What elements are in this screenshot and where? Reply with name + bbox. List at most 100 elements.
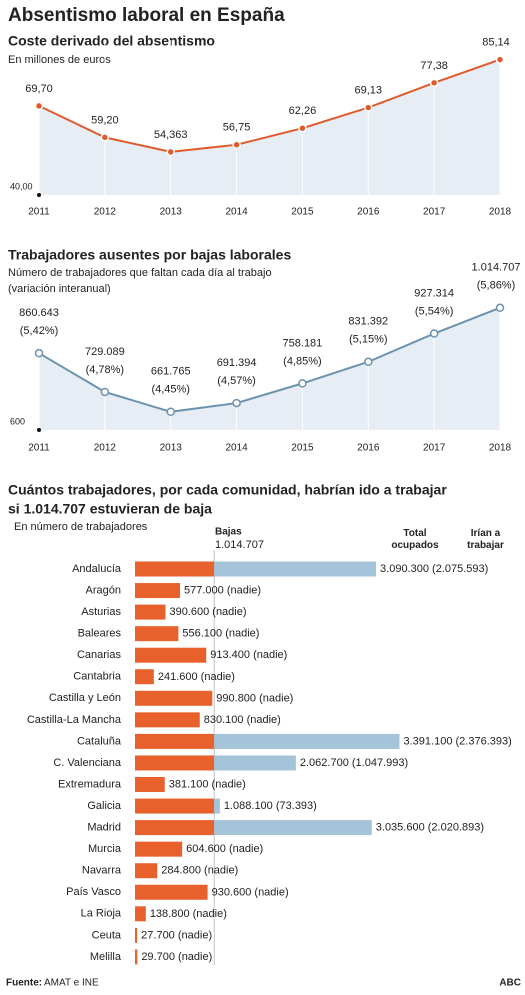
y-tick-label: Galicia: [87, 800, 122, 812]
marker: [298, 123, 307, 133]
y-tick-label: Asturias: [81, 606, 121, 618]
marker: [364, 103, 373, 112]
chart-subtitle: En número de trabajadores: [14, 521, 148, 533]
data-label: 241.600 (nadie): [158, 671, 235, 683]
y-tick-label: Cataluña: [77, 735, 122, 747]
irian-label: (2.075.593): [432, 563, 488, 575]
data-label: 1.088.100 (73.393): [224, 800, 317, 812]
data-label: 284.800 (nadie): [161, 865, 238, 877]
bar: [214, 755, 296, 771]
total-label: 3.035.600: [376, 822, 425, 834]
y-tick-label: Murcia: [88, 843, 122, 855]
total-label: 830.100: [204, 714, 244, 726]
variation-label: (5,86%): [477, 280, 516, 292]
y-tick-label: Cantabria: [73, 671, 122, 683]
bar: [214, 820, 372, 836]
data-label: 85,14: [482, 36, 510, 48]
x-tick-label: 2018: [489, 207, 512, 218]
bar: [135, 561, 215, 577]
data-label: 729.089: [85, 346, 125, 358]
y-tick-label: La Rioja: [81, 908, 122, 920]
total-label: 913.400: [210, 649, 250, 661]
y-tick-label: Navarra: [82, 865, 122, 877]
bar: [135, 583, 181, 599]
area: [39, 59, 500, 195]
data-label: 2.062.700 (1.047.993): [300, 757, 408, 769]
y-tick-label: C. Valenciana: [53, 757, 122, 769]
irian-label: (nadie): [178, 951, 212, 963]
x-tick-label: 2017: [423, 443, 446, 454]
x-tick-label: 2011: [28, 207, 50, 218]
data-label: 3.035.600 (2.020.893): [376, 822, 484, 834]
marker: [364, 357, 373, 367]
bar: [214, 561, 377, 577]
marker: [166, 147, 175, 157]
bar: [135, 777, 165, 792]
irian-label: (2.020.893): [428, 822, 484, 834]
data-label: 56,75: [223, 122, 251, 134]
total-label: 1.088.100: [224, 800, 273, 812]
variation-label: (4,85%): [283, 355, 322, 367]
variation-label: (4,78%): [86, 364, 125, 376]
data-label: 27.700 (nadie): [141, 929, 212, 941]
chart-title: Coste derivado del absentismo: [8, 33, 215, 49]
y-tick-label: País Vasco: [66, 886, 121, 898]
data-label: 930.600 (nadie): [212, 886, 289, 898]
total-label: 604.600: [186, 843, 226, 855]
marker: [232, 140, 241, 149]
y-tick-label: 600: [10, 416, 25, 426]
total-label: 241.600: [158, 671, 198, 683]
data-label: 990.800 (nadie): [216, 692, 293, 704]
tick-mark: [37, 193, 41, 197]
x-tick-label: 2018: [489, 443, 512, 454]
y-tick-label: Baleares: [78, 628, 122, 640]
total-label: 381.100: [169, 778, 209, 790]
chart-title: Cuántos trabajadores, por cada comunidad…: [8, 482, 447, 498]
x-tick-label: 2016: [357, 443, 380, 454]
irian-label: (73.393): [276, 800, 317, 812]
x-tick-label: 2013: [160, 443, 183, 454]
variation-label: (4,45%): [151, 384, 190, 396]
bar: [135, 820, 215, 836]
data-label: 831.392: [348, 316, 388, 328]
marker: [429, 329, 439, 338]
data-label: 556.100 (nadie): [182, 628, 259, 640]
total-label: 390.600: [169, 606, 209, 618]
data-label: 830.100 (nadie): [204, 714, 281, 726]
data-label: 138.800 (nadie): [150, 908, 227, 920]
tick-mark: [37, 428, 41, 432]
total-label: 3.090.300: [380, 563, 429, 575]
variation-label: (5,54%): [415, 305, 454, 317]
y-tick-label: Madrid: [87, 822, 121, 834]
marker: [34, 348, 44, 358]
marker: [298, 379, 307, 388]
y-tick-label: Melilla: [90, 951, 122, 963]
marker: [100, 387, 110, 397]
y-tick-label: 40,00: [10, 181, 33, 191]
irian-label: (2.376.393): [456, 735, 512, 747]
bar: [135, 604, 166, 620]
data-label: 69,70: [25, 83, 53, 95]
data-label: 59,20: [91, 114, 119, 126]
data-label: 29.700 (nadie): [141, 951, 212, 963]
variation-label: (4,57%): [217, 375, 256, 387]
data-label: 69,13: [355, 85, 383, 97]
irian-label: (nadie): [212, 606, 246, 618]
bar: [135, 647, 207, 663]
chart-subtitle: En millones de euros: [8, 54, 111, 66]
y-tick-label: Aragón: [86, 584, 121, 596]
data-label: 577.000 (nadie): [184, 584, 261, 596]
total-label: 138.800: [150, 908, 190, 920]
x-tick-label: 2011: [28, 443, 50, 454]
bar: [135, 755, 215, 771]
irian-label: (nadie): [225, 628, 259, 640]
marker: [495, 55, 505, 64]
data-label: 927.314: [414, 287, 454, 299]
total-label: 930.600: [212, 886, 252, 898]
area: [39, 307, 500, 430]
x-tick-label: 2012: [94, 443, 117, 454]
x-tick-label: 2015: [291, 443, 314, 454]
y-tick-label: Ceuta: [92, 929, 122, 941]
